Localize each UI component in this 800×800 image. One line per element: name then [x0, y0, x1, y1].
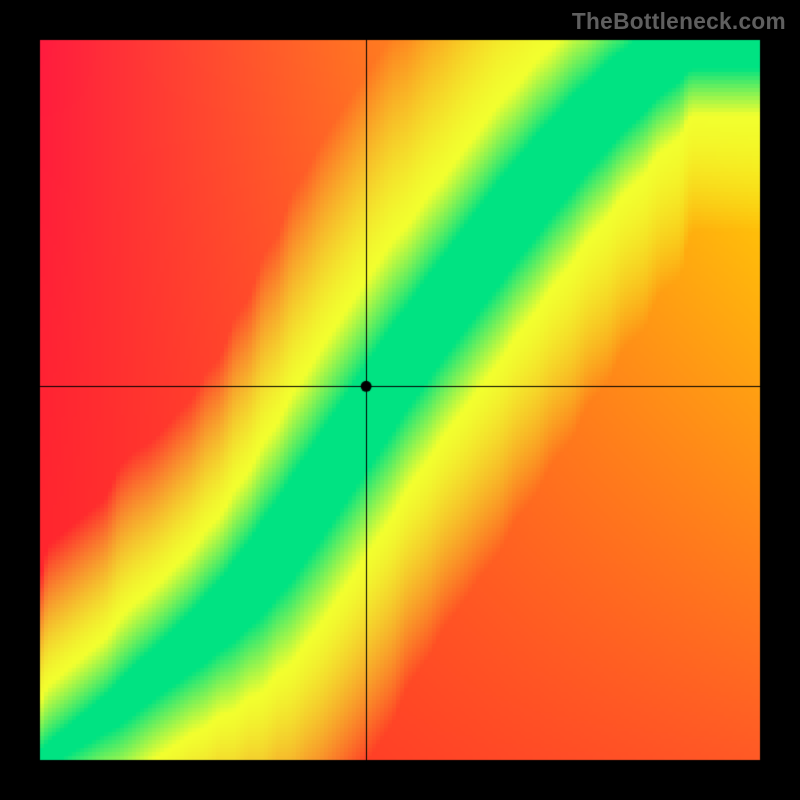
watermark-text: TheBottleneck.com	[572, 8, 786, 35]
chart-container: { "watermark": { "text": "TheBottleneck.…	[0, 0, 800, 800]
bottleneck-heatmap	[0, 0, 800, 800]
